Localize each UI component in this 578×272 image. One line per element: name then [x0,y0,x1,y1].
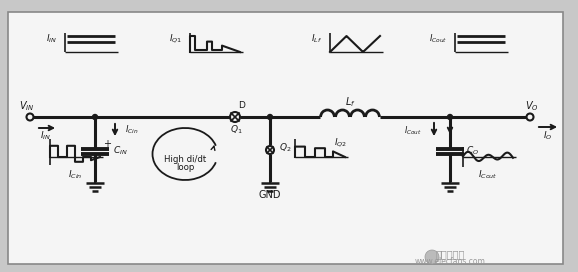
Text: $C_O$: $C_O$ [466,145,479,157]
Text: $I_{Q1}$: $I_{Q1}$ [169,33,182,45]
Circle shape [447,115,453,119]
Text: $I_{IN}$: $I_{IN}$ [40,130,51,142]
Text: $I_{Cout}$: $I_{Cout}$ [429,33,447,45]
Text: $I_{Lf}$: $I_{Lf}$ [311,33,322,45]
Circle shape [266,146,274,154]
Text: $V_{IN}$: $V_{IN}$ [19,99,35,113]
Text: $I_{Cin}$: $I_{Cin}$ [125,124,139,136]
Text: $V_O$: $V_O$ [525,99,539,113]
Text: $I_O$: $I_O$ [543,130,553,142]
Text: $I_{IN}$: $I_{IN}$ [46,33,57,45]
FancyBboxPatch shape [8,12,563,264]
Text: 电子发烧友: 电子发烧友 [435,249,465,259]
Text: $Q_1$: $Q_1$ [229,124,242,136]
Text: D: D [238,100,245,110]
Text: www.elecfans.com: www.elecfans.com [414,258,486,267]
Text: loop: loop [176,162,194,172]
Circle shape [230,112,240,122]
Text: $C_{IN}$: $C_{IN}$ [113,145,128,157]
Text: $I_{Cout}$: $I_{Cout}$ [405,125,422,137]
Circle shape [268,115,272,119]
Text: $I_{Cout}$: $I_{Cout}$ [478,169,498,181]
Text: $Q_2$: $Q_2$ [279,142,291,154]
Text: High di/dt: High di/dt [164,154,206,163]
Circle shape [92,115,98,119]
Text: $I_{Cin}$: $I_{Cin}$ [68,169,82,181]
Text: $I_{Q2}$: $I_{Q2}$ [334,137,347,149]
Circle shape [27,113,34,120]
Circle shape [425,250,439,264]
Text: $L_f$: $L_f$ [344,95,355,109]
Text: +: + [103,139,111,149]
Circle shape [527,113,533,120]
Text: GND: GND [259,190,281,200]
